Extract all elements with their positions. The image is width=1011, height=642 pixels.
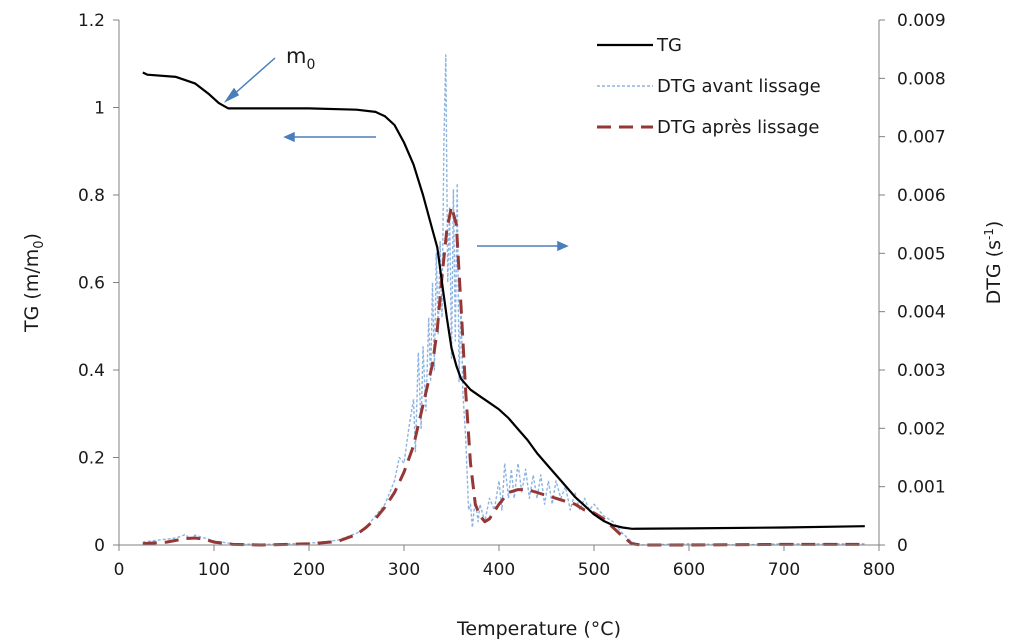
annotation-m0: m0 [286, 44, 315, 73]
x-tick-label: 0 [114, 560, 125, 580]
x-tick-label: 400 [483, 560, 515, 580]
x-tick-label: 500 [578, 560, 610, 580]
legend: TG DTG avant lissage DTG après lissage [597, 35, 821, 138]
x-tick-label: 300 [388, 560, 420, 580]
axes: 0 100 200 300 400 500 600 700 80000.20.40.60.811… [21, 11, 1005, 640]
x-axis-title: Temperature (°C) [456, 618, 621, 640]
series-line-tg [142, 71, 865, 530]
y-tick-label-right: 0.002 [897, 419, 946, 439]
arrow-right-dtg-axis [477, 240, 569, 252]
arrow-left-tg-axis [283, 131, 376, 143]
y-axis-left-title: TG (m/m0) [21, 233, 47, 333]
y-tick-label-right: 0.009 [897, 11, 946, 31]
legend-label: DTG après lissage [657, 117, 819, 138]
y-tick-label-left: 0.2 [78, 449, 105, 469]
plot-area [142, 54, 865, 547]
x-tick-label: 800 [863, 560, 895, 580]
y-tick-label-right: 0.004 [897, 303, 946, 323]
annotation-group: m0 [223, 44, 569, 252]
y-tick-label-right: 0.006 [897, 186, 946, 206]
y-tick-label-right: 0 [897, 536, 908, 556]
legend-label: DTG avant lissage [657, 76, 821, 97]
y-tick-label-left: 1.2 [78, 11, 105, 31]
y-tick-label-right: 0.001 [897, 478, 946, 498]
x-tick-label: 200 [293, 560, 325, 580]
y-tick-label-left: 0.4 [78, 361, 105, 381]
y-tick-label-left: 0.8 [78, 186, 105, 206]
y-tick-label-right: 0.003 [897, 361, 946, 381]
annotation-arrow-m0 [223, 57, 276, 103]
series-line-dtg-apr-s-lissage [142, 205, 865, 547]
y-axis-right-title: DTG (s-1) [982, 221, 1005, 305]
x-tick-label: 600 [673, 560, 705, 580]
series-line-dtg-avant-lissage [142, 54, 865, 546]
x-tick-label: 100 [198, 560, 230, 580]
y-tick-label-left: 0 [94, 536, 105, 556]
y-tick-label-right: 0.008 [897, 69, 946, 89]
x-tick-label: 700 [768, 560, 800, 580]
y-tick-label-right: 0.007 [897, 128, 946, 148]
y-tick-label-left: 1 [94, 99, 105, 119]
legend-label: TG [656, 35, 682, 56]
y-tick-label-right: 0.005 [897, 244, 946, 264]
y-tick-label-left: 0.6 [78, 274, 105, 294]
